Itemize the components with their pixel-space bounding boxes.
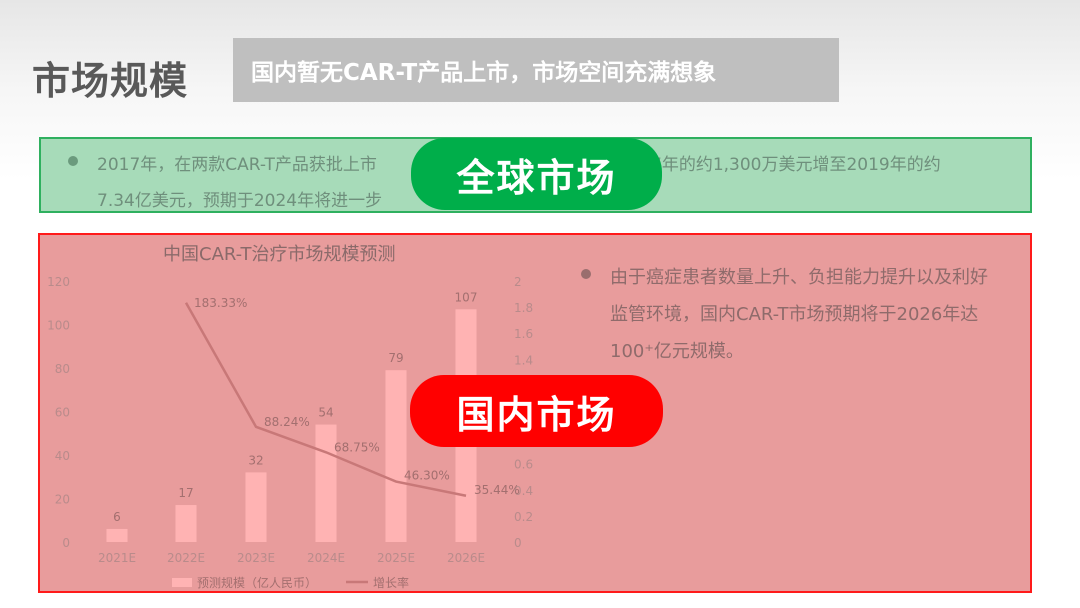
bar-value-label: 32: [248, 453, 263, 467]
category-label: 2021E: [98, 551, 136, 565]
legend-bar-label: 预测规模（亿人民币）: [197, 575, 317, 590]
left-axis-tick: 80: [55, 362, 70, 376]
growth-value-label: 183.33%: [194, 296, 247, 310]
bar-value-label: 79: [388, 351, 403, 365]
growth-value-label: 46.30%: [404, 469, 450, 483]
left-axis-tick: 100: [47, 319, 70, 333]
growth-value-label: 35.44%: [474, 483, 520, 497]
left-axis-tick: 0: [62, 536, 70, 550]
global-bullet-icon: [68, 156, 78, 166]
growth-value-label: 88.24%: [264, 415, 310, 429]
category-label: 2026E: [447, 551, 485, 565]
bar-2025E: [385, 370, 407, 542]
category-label: 2022E: [167, 551, 205, 565]
left-axis-tick: 20: [55, 493, 70, 507]
chart-title: 中国CAR-T治疗市场规模预测: [163, 244, 396, 265]
legend-bar-swatch: [172, 578, 192, 587]
right-axis-tick: 1.4: [514, 353, 533, 367]
left-axis-tick: 60: [55, 406, 70, 420]
right-axis-tick: 2: [514, 275, 522, 289]
right-axis-tick: 0.4: [514, 484, 533, 498]
bar-value-label: 17: [178, 486, 193, 500]
category-label: 2025E: [377, 551, 415, 565]
left-axis-tick: 40: [55, 449, 70, 463]
category-label: 2024E: [307, 551, 345, 565]
category-label: 2023E: [237, 551, 275, 565]
bar-value-label: 54: [318, 406, 333, 420]
bar-2023E: [245, 472, 267, 542]
global-market-label: 全球市场: [411, 138, 662, 210]
global-text-line2: 7.34亿美元，预期于2024年将进一步: [97, 191, 383, 211]
growth-value-label: 68.75%: [334, 440, 380, 454]
domestic-text-line3: 100⁺亿元规模。: [610, 341, 744, 362]
growth-rate-line: [184, 302, 467, 497]
domestic-text-line2: 监管环境，国内CAR-T市场预期将于2026年达: [610, 304, 979, 325]
headline-banner: 国内暂无CAR-T产品上市，市场空间充满想象: [233, 38, 839, 102]
domestic-bullet-icon: [581, 269, 591, 279]
page-title: 市场规模: [32, 59, 189, 103]
domestic-market-label: 国内市场: [410, 375, 663, 447]
bar-value-label: 107: [455, 290, 478, 304]
domestic-text-line1: 由于癌症患者数量上升、负担能力提升以及利好: [610, 267, 988, 288]
bar-2022E: [175, 505, 197, 542]
bar-value-label: 6: [113, 510, 121, 524]
right-axis-tick: 0: [514, 536, 522, 550]
bar-2021E: [106, 528, 128, 542]
global-text-line1-left: 2017年，在两款CAR-T产品获批上市: [97, 155, 377, 175]
left-axis-tick: 120: [47, 275, 70, 289]
headline-text: 国内暂无CAR-T产品上市，市场空间充满想象: [251, 60, 717, 86]
right-axis-tick: 1.8: [514, 301, 533, 315]
right-axis-tick: 0.2: [514, 510, 533, 524]
legend-line-label: 增长率: [373, 575, 409, 590]
right-axis-tick: 0.6: [514, 458, 533, 472]
right-axis-tick: 1.6: [514, 327, 533, 341]
global-text-line1-right: 7年的约1,300万美元增至2019年的约: [651, 155, 941, 175]
